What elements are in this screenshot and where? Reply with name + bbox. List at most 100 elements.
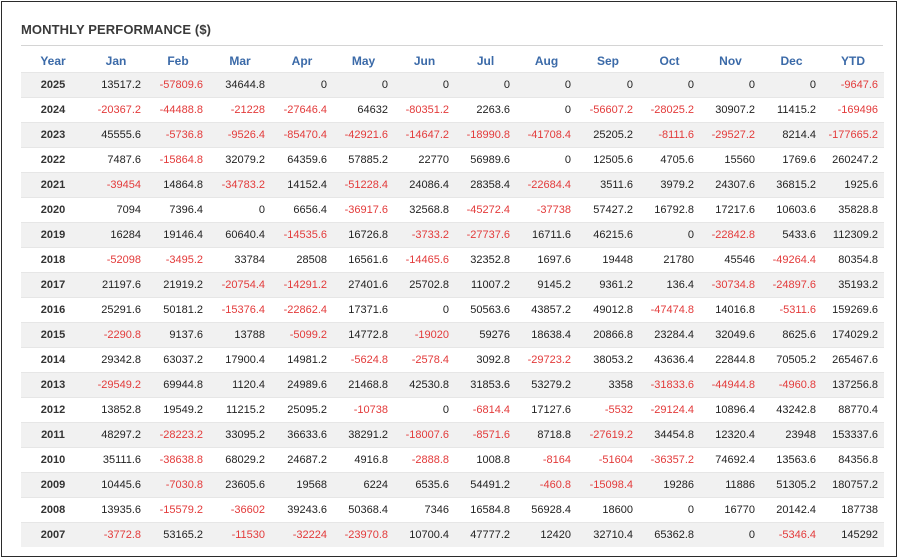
value-cell-mar: 17900.4 [209, 347, 271, 373]
value-cell-oct: 0 [639, 497, 700, 523]
value-cell-dec: 43242.8 [761, 397, 822, 423]
value-cell-aug: 16711.6 [516, 222, 577, 248]
value-cell-oct: -47474.8 [639, 297, 700, 323]
value-cell-sep: 12505.6 [577, 147, 639, 173]
value-cell-mar: 33095.2 [209, 422, 271, 448]
value-cell-nov: 45546 [700, 247, 761, 273]
value-cell-jun: -14465.6 [394, 247, 455, 273]
value-cell-apr: -5099.2 [271, 322, 333, 348]
column-header-dec: Dec [761, 49, 822, 73]
value-cell-ytd: 88770.4 [822, 397, 884, 423]
value-cell-apr: 6656.4 [271, 197, 333, 223]
table-row: 2014 29342.8 63037.2 17900.4 14981.2 -5624.8-… [21, 347, 884, 373]
value-cell-mar: -15376.4 [209, 297, 271, 323]
value-cell-feb: -3495.2 [147, 247, 209, 273]
value-cell-ytd: 180757.2 [822, 472, 884, 498]
value-cell-jan: 45555.6 [85, 122, 147, 148]
value-cell-nov: 10896.4 [700, 397, 761, 423]
value-cell-sep: 46215.6 [577, 222, 639, 248]
value-cell-nov: 22844.8 [700, 347, 761, 373]
value-cell-jun: -80351.2 [394, 97, 455, 123]
value-cell-jun: 6535.6 [394, 472, 455, 498]
value-cell-aug: 0 [516, 147, 577, 173]
table-row: 2022 7487.6 -15864.8 32079.2 64359.6 57885.2 2… [21, 147, 884, 173]
value-cell-may: 64632 [333, 97, 394, 123]
value-cell-jun: -2578.4 [394, 347, 455, 373]
value-cell-jun: -18007.6 [394, 422, 455, 448]
value-cell-may: 21468.8 [333, 372, 394, 398]
column-header-apr: Apr [271, 49, 333, 73]
value-cell-jul: -6814.4 [455, 397, 516, 423]
value-cell-oct: 136.4 [639, 272, 700, 298]
value-cell-ytd: 145292 [822, 522, 884, 547]
value-cell-feb: 69944.8 [147, 372, 209, 398]
value-cell-jun: 42530.8 [394, 372, 455, 398]
value-cell-dec: -5346.4 [761, 522, 822, 547]
year-cell: 2007 [21, 522, 85, 547]
value-cell-sep: 3511.6 [577, 172, 639, 198]
value-cell-apr: 36633.6 [271, 422, 333, 448]
value-cell-jan: 21197.6 [85, 272, 147, 298]
year-cell: 2022 [21, 147, 85, 173]
value-cell-apr: 19568 [271, 472, 333, 498]
value-cell-jan: -52098 [85, 247, 147, 273]
value-cell-apr: 0 [271, 72, 333, 98]
value-cell-jan: 29342.8 [85, 347, 147, 373]
value-cell-jul: 1008.8 [455, 447, 516, 473]
value-cell-feb: 50181.2 [147, 297, 209, 323]
value-cell-ytd: 153337.6 [822, 422, 884, 448]
value-cell-nov: -22842.8 [700, 222, 761, 248]
value-cell-mar: 13788 [209, 322, 271, 348]
value-cell-dec: 23948 [761, 422, 822, 448]
value-cell-jan: 48297.2 [85, 422, 147, 448]
value-cell-aug: 1697.6 [516, 247, 577, 273]
value-cell-nov: 16770 [700, 497, 761, 523]
year-cell: 2009 [21, 472, 85, 498]
table-body: 2025 13517.2 -57809.6 34644.8 0 0 0 0 0 0 0 0 0 -9647… [21, 72, 884, 547]
value-cell-may: -5624.8 [333, 347, 394, 373]
value-cell-apr: -14291.2 [271, 272, 333, 298]
value-cell-dec: 11415.2 [761, 97, 822, 123]
value-cell-ytd: 265467.6 [822, 347, 884, 373]
value-cell-jul: 50563.6 [455, 297, 516, 323]
value-cell-nov: -30734.8 [700, 272, 761, 298]
column-header-sep: Sep [577, 49, 639, 73]
table-row: 2009 10445.6 -7030.8 23605.6 19568 6224 6535.6… [21, 472, 884, 498]
value-cell-may: -10738 [333, 397, 394, 423]
value-cell-jun: 25702.8 [394, 272, 455, 298]
value-cell-mar: 1120.4 [209, 372, 271, 398]
value-cell-feb: 53165.2 [147, 522, 209, 547]
value-cell-jan: 13935.6 [85, 497, 147, 523]
value-cell-mar: 60640.4 [209, 222, 271, 248]
value-cell-feb: 9137.6 [147, 322, 209, 348]
value-cell-jan: -20367.2 [85, 97, 147, 123]
value-cell-may: -23970.8 [333, 522, 394, 547]
value-cell-nov: 11886 [700, 472, 761, 498]
year-cell: 2023 [21, 122, 85, 148]
value-cell-jan: 16284 [85, 222, 147, 248]
table-row: 2020 7094 7396.4 0 6656.4 -36917.6 32568.8 -452… [21, 197, 884, 223]
value-cell-nov: 30907.2 [700, 97, 761, 123]
year-cell: 2016 [21, 297, 85, 323]
value-cell-sep: 38053.2 [577, 347, 639, 373]
year-cell: 2025 [21, 72, 85, 98]
value-cell-feb: 7396.4 [147, 197, 209, 223]
value-cell-nov: 12320.4 [700, 422, 761, 448]
value-cell-jul: 2263.6 [455, 97, 516, 123]
value-cell-aug: 53279.2 [516, 372, 577, 398]
value-cell-aug: 56928.4 [516, 497, 577, 523]
year-cell: 2008 [21, 497, 85, 523]
value-cell-aug: -29723.2 [516, 347, 577, 373]
value-cell-sep: 9361.2 [577, 272, 639, 298]
column-header-jan: Jan [85, 49, 147, 73]
value-cell-aug: 8718.8 [516, 422, 577, 448]
value-cell-feb: -57809.6 [147, 72, 209, 98]
value-cell-apr: 39243.6 [271, 497, 333, 523]
value-cell-ytd: 260247.2 [822, 147, 884, 173]
column-header-mar: Mar [209, 49, 271, 73]
value-cell-nov: 0 [700, 522, 761, 547]
value-cell-mar: -20754.4 [209, 272, 271, 298]
value-cell-nov: 0 [700, 72, 761, 98]
value-cell-jan: 35111.6 [85, 447, 147, 473]
